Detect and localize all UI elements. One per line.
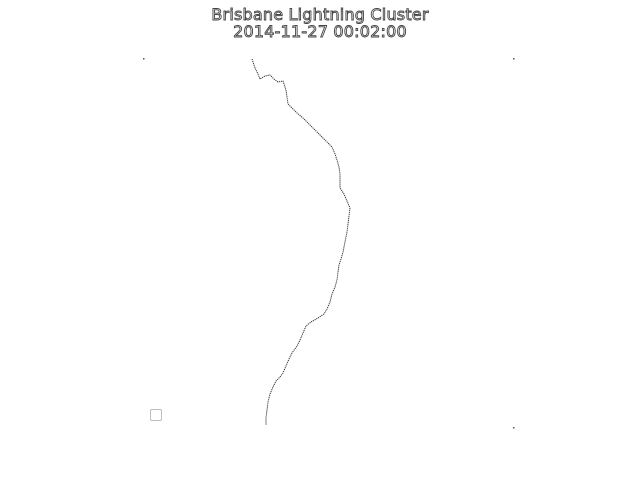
legend-checkbox[interactable]	[150, 409, 162, 421]
map-extent-corners	[143, 58, 515, 429]
corner-marker-top-right	[513, 58, 515, 60]
corner-marker-bottom-right	[513, 427, 515, 429]
corner-marker-top-left	[143, 58, 145, 60]
map-title-block: Brisbane Lightning Cluster 2014-11-27 00…	[0, 5, 640, 41]
coastline	[251, 58, 351, 425]
map-title: Brisbane Lightning Cluster	[211, 5, 429, 24]
map-timestamp: 2014-11-27 00:02:00	[233, 22, 407, 41]
